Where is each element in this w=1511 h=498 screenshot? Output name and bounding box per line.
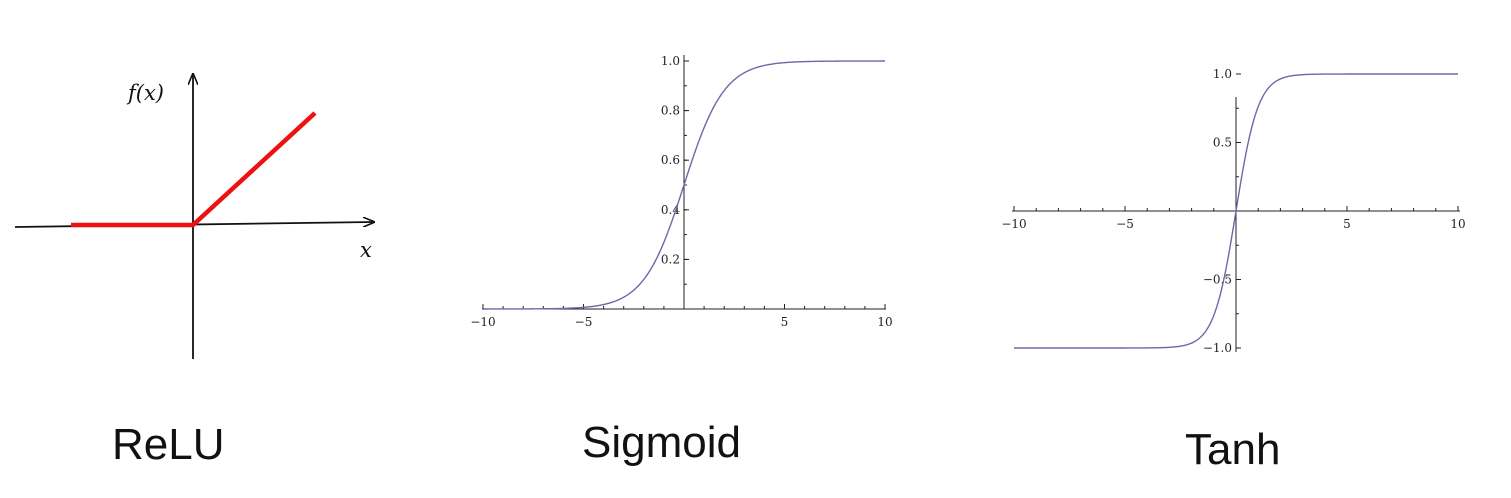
sigmoid-chart: −10 −5 5 10 0.2 0.4 0.6 0.8 1.0	[470, 54, 892, 329]
tanh-xtick-label: 5	[1343, 217, 1351, 231]
sigmoid-ytick-label: 1.0	[661, 54, 680, 68]
tanh-caption: Tanh	[1185, 425, 1281, 474]
tanh-xtick-label: −5	[1116, 217, 1134, 231]
sigmoid-series-line	[483, 60, 885, 310]
tanh-xtick-label: −10	[1001, 217, 1026, 231]
relu-xlabel: x	[360, 238, 372, 262]
relu-caption: ReLU	[112, 420, 225, 469]
tanh-ytick-label: 0.5	[1213, 136, 1232, 150]
tanh-ytick-label: −0.5	[1203, 273, 1232, 287]
sigmoid-ytick-label: 0.6	[661, 153, 680, 167]
sigmoid-xtick-label: 5	[781, 315, 789, 329]
sigmoid-caption: Sigmoid	[582, 418, 741, 467]
tanh-ytick-label: −1.0	[1203, 341, 1232, 355]
relu-chart: f(x) x	[14, 75, 373, 359]
sigmoid-xtick-label: −5	[575, 315, 593, 329]
relu-series-line	[71, 111, 317, 228]
tanh-chart: −10 −5 5 10 −1.0 −0.5 0.5 1.0	[1001, 67, 1465, 355]
tanh-series-line	[1014, 73, 1458, 349]
sigmoid-xtick-label: 10	[877, 315, 892, 329]
tanh-xtick-label: 10	[1450, 217, 1465, 231]
sigmoid-ytick-label: 0.4	[661, 203, 680, 217]
sigmoid-ytick-label: 0.8	[661, 104, 680, 118]
relu-ylabel: f(x)	[126, 81, 164, 105]
tanh-ytick-label: 1.0	[1213, 67, 1232, 81]
sigmoid-ytick-label: 0.2	[661, 252, 680, 266]
sigmoid-xtick-label: −10	[470, 315, 495, 329]
